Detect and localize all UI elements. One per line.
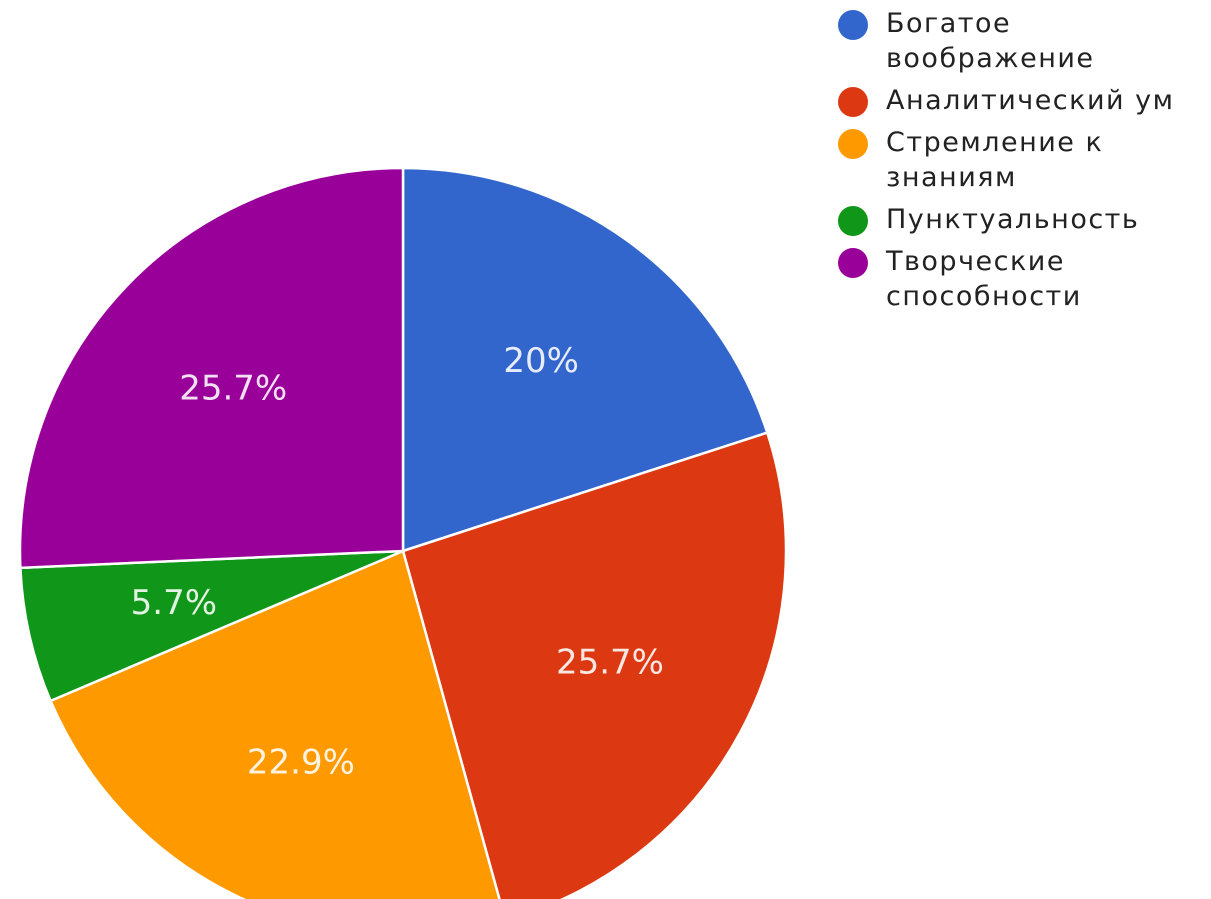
pie-slice-3[interactable] [19, 549, 404, 703]
pie-slice-label-1: 25.7% [556, 642, 664, 682]
legend: Богатое воображение Аналитический ум Стр… [838, 6, 1208, 321]
legend-item-4[interactable]: Творческие способности [838, 244, 1208, 314]
pie-slice-label-4: 25.7% [179, 369, 287, 409]
legend-label-0: Богатое воображение [886, 8, 1095, 74]
pie-slice-label-2: 22.9% [247, 743, 355, 783]
pie-slice-1[interactable] [401, 431, 788, 899]
pie-slice-0[interactable] [401, 166, 769, 553]
pie-slice-4[interactable] [18, 166, 405, 570]
legend-label-1: Аналитический ум [886, 85, 1175, 116]
pie-slice-label-0: 20% [503, 341, 579, 381]
legend-label-3: Пунктуальность [886, 204, 1140, 235]
legend-item-1[interactable]: Аналитический ум [838, 83, 1208, 118]
legend-label-4: Творческие способности [886, 246, 1082, 312]
legend-item-2[interactable]: Стремление к знаниям [838, 125, 1208, 195]
legend-swatch-2 [838, 129, 868, 159]
legend-swatch-4 [838, 248, 868, 278]
pie-slice-2[interactable] [48, 549, 506, 899]
legend-swatch-3 [838, 206, 868, 236]
legend-item-0[interactable]: Богатое воображение [838, 6, 1208, 76]
legend-item-3[interactable]: Пунктуальность [838, 202, 1208, 237]
legend-label-2: Стремление к знаниям [886, 127, 1104, 193]
legend-swatch-0 [838, 10, 868, 40]
pie-slice-label-3: 5.7% [131, 583, 217, 623]
legend-swatch-1 [838, 87, 868, 117]
